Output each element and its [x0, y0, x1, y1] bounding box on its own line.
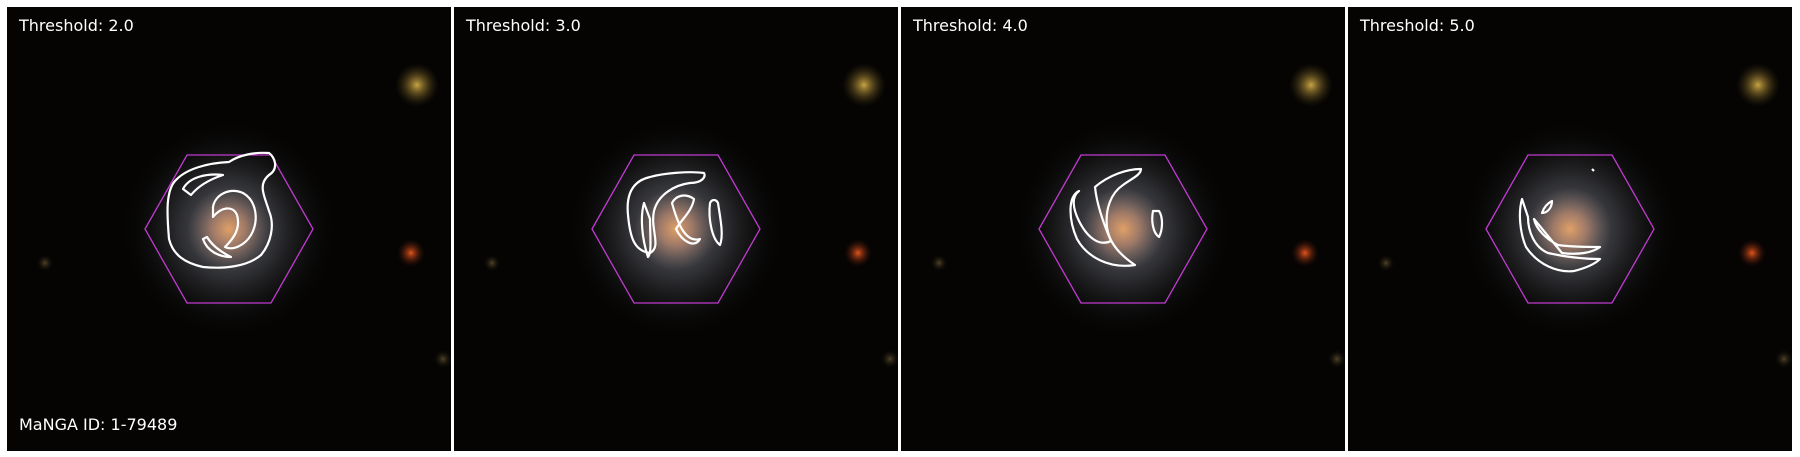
star-faint: [930, 254, 948, 272]
star-yellow: [1736, 63, 1780, 107]
star-faint: [1327, 349, 1345, 369]
star-yellow: [395, 63, 439, 107]
ifu-hexagon: [1485, 154, 1655, 304]
star-faint: [36, 254, 54, 272]
manga-id-label: MaNGA ID: 1-79489: [19, 415, 178, 434]
threshold-label: Threshold: 4.0: [913, 16, 1028, 35]
cutout-panel-4: Threshold: 5.0: [1348, 7, 1792, 451]
galaxy-image-2: [483, 63, 898, 369]
cutout-panel-3: Threshold: 4.0: [901, 7, 1345, 451]
galaxy-core: [187, 187, 271, 271]
star-faint: [880, 349, 898, 369]
ifu-hexagon: [591, 154, 761, 304]
star-red: [1738, 239, 1766, 267]
galaxy-image-3: [930, 63, 1345, 369]
contour-lines: [166, 151, 277, 269]
star-faint: [1377, 254, 1395, 272]
threshold-label: Threshold: 3.0: [466, 16, 581, 35]
contour-lines: [1518, 168, 1602, 273]
star-yellow: [1289, 63, 1333, 107]
star-red: [844, 239, 872, 267]
galaxy-core: [1081, 187, 1165, 271]
threshold-label: Threshold: 2.0: [19, 16, 134, 35]
contour-lines: [1069, 167, 1164, 267]
star-red: [1291, 239, 1319, 267]
galaxy-image-4: [1377, 63, 1792, 369]
contour-lines: [626, 171, 723, 259]
cutout-panel-1: Threshold: 2.0 MaNGA ID: 1-79489: [7, 7, 451, 451]
ifu-hexagon: [144, 154, 314, 304]
star-faint: [1774, 349, 1792, 369]
star-faint: [483, 254, 501, 272]
star-red: [397, 239, 425, 267]
threshold-label: Threshold: 5.0: [1360, 16, 1475, 35]
star-faint: [433, 349, 451, 369]
galaxy-image-1: [36, 63, 451, 369]
ifu-hexagon: [1038, 154, 1208, 304]
cutout-panel-2: Threshold: 3.0: [454, 7, 898, 451]
star-yellow: [842, 63, 886, 107]
